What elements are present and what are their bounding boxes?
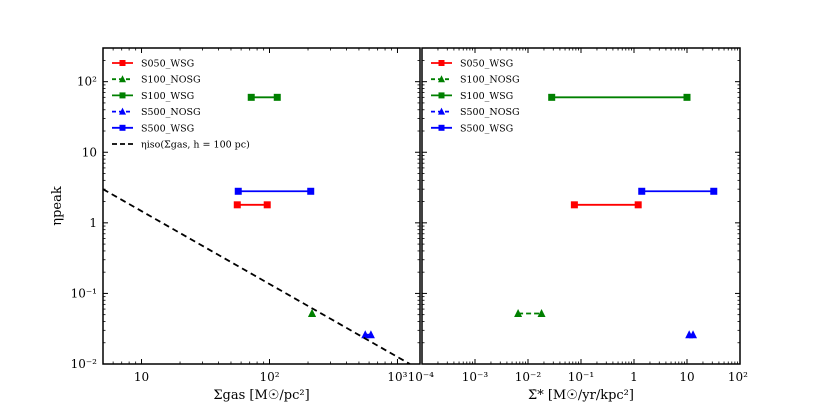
legend-label: ηiso(Σgas, h = 100 pc): [141, 140, 250, 151]
legend-marker-square: [438, 60, 445, 66]
x-tick-label: 10²: [728, 370, 748, 384]
y-tick-label: 10: [82, 145, 97, 159]
legend-marker-triangle: [438, 107, 445, 115]
legend-marker-square: [438, 124, 445, 131]
y-tick-label: 1: [89, 216, 97, 230]
axes-frame: [421, 47, 741, 365]
legend-marker-triangle: [119, 75, 126, 83]
data-point-triangle: [366, 330, 375, 339]
data-point-square: [570, 201, 578, 209]
legend-label: S500_WSG: [460, 123, 513, 134]
axes-frame: [102, 47, 421, 365]
x-axis-label: Σgas [M☉/pc²]: [213, 388, 309, 403]
y-tick-label: 10⁻²: [71, 357, 98, 371]
data-point-triangle: [361, 330, 370, 339]
legend-label: S500_WSG: [141, 123, 194, 134]
legend-label: S100_NOSG: [141, 75, 201, 86]
data-point-square: [263, 201, 271, 209]
y-axis-label: ηpeak: [50, 186, 65, 226]
series-group: [103, 93, 411, 364]
data-point-square: [233, 201, 241, 209]
data-point-triangle: [537, 308, 546, 317]
x-tick-label: 10⁻³: [462, 370, 489, 384]
legend: S050_WSG S100_NOSG S100_WSG S500_NOSG S500_W…: [431, 59, 520, 134]
legend-marker-square: [119, 124, 126, 131]
data-point-triangle: [689, 330, 698, 339]
x-tick-label: 10⁻¹: [568, 370, 594, 384]
data-point-square: [548, 93, 556, 101]
data-point-square: [307, 187, 315, 195]
left-panel: 10 10² 10³10⁻²10⁻¹11010²S050_WSGS100_NOSGS…: [50, 47, 421, 403]
legend-label: S100_NOSG: [460, 75, 520, 86]
legend-marker-square: [119, 92, 126, 99]
legend: S050_WSG S100_NOSG S100_WSG S500_NOSG S500_W…: [112, 59, 250, 151]
y-tick-label: 10²: [77, 75, 97, 89]
x-tick-label: 10: [679, 370, 694, 384]
x-tick-label: 10⁻⁴: [408, 370, 435, 384]
legend-label: S500_NOSG: [141, 107, 201, 118]
data-point-square: [638, 187, 646, 195]
series-line: [103, 188, 411, 364]
legend-marker-triangle: [119, 107, 126, 115]
data-point-square: [273, 93, 281, 101]
legend-label: S500_NOSG: [460, 107, 520, 118]
legend-label: S050_WSG: [141, 59, 194, 70]
data-point-square: [683, 93, 691, 101]
x-tick-label: 10: [134, 370, 149, 384]
data-point-square: [234, 187, 242, 195]
legend-label: S100_WSG: [141, 91, 194, 102]
series-group: [514, 93, 718, 339]
x-tick-label: 10³: [387, 370, 407, 384]
x-axis-label: Σ̇* [M☉/yr/kpc²]: [528, 388, 634, 403]
x-tick-label: 10⁻²: [515, 370, 542, 384]
data-point-square: [710, 187, 718, 195]
x-tick-label: 1: [630, 370, 638, 384]
data-point-triangle: [514, 308, 523, 317]
data-point-triangle: [308, 308, 317, 317]
data-point-square: [634, 201, 642, 209]
y-tick-label: 10⁻¹: [71, 286, 97, 300]
legend-marker-square: [438, 92, 445, 99]
legend-label: S050_WSG: [460, 59, 513, 70]
legend-marker-square: [119, 60, 126, 66]
x-tick-label: 10²: [259, 370, 279, 384]
right-panel: 10⁻⁴ 10⁻³ 10⁻² 10⁻¹ 1 10 10²S050_WSGS100_NOSGS…: [408, 47, 748, 403]
legend-marker-triangle: [438, 75, 445, 83]
data-point-square: [247, 93, 255, 101]
legend-label: S100_WSG: [460, 91, 513, 102]
